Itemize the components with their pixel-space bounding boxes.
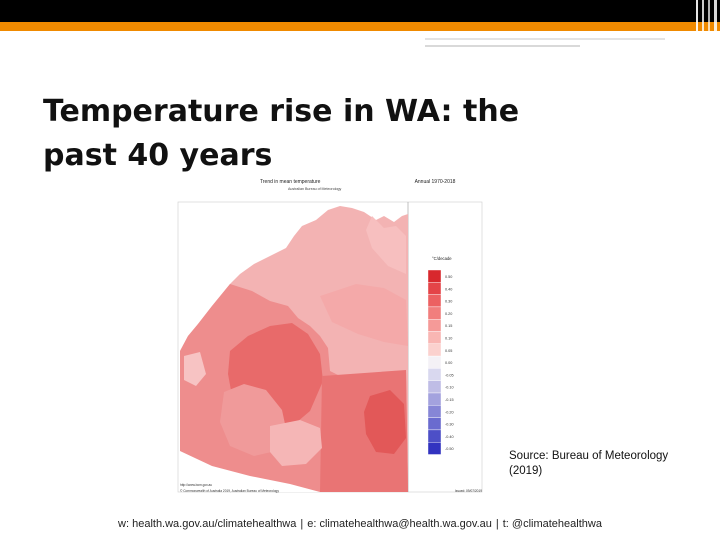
legend-unit: °C/decade	[432, 256, 452, 261]
footer-contact: w: health.wa.gov.au/climatehealthwa | e: c…	[0, 518, 720, 530]
legend-label: -0.05	[445, 373, 454, 377]
map-legend: °C/decade 0.50 0.40 0.30 0.20 0.15 0.10 0.05 0.…	[427, 256, 454, 455]
top-banner-black	[0, 0, 720, 22]
map-period: Annual 1970-2018	[415, 179, 456, 185]
legend-label: 0.05	[445, 349, 452, 353]
legend-swatch	[427, 331, 442, 345]
footer-web: w: health.wa.gov.au/climatehealthwa	[118, 518, 297, 530]
map-footer-copyright: © Commonwealth of Australia 2019, Austra…	[180, 489, 279, 493]
legend-label: 0.10	[445, 336, 452, 340]
legend-swatch	[427, 429, 442, 443]
legend-swatch	[427, 405, 442, 418]
decorative-line	[425, 38, 665, 40]
slide-title-line1: Temperature rise in WA: the	[43, 94, 520, 129]
legend-swatch	[427, 282, 442, 295]
map-heading: Trend in mean temperature	[260, 179, 321, 185]
legend-swatch	[427, 380, 442, 394]
legend-label: 0.20	[445, 312, 452, 316]
slide-title-line2: past 40 years	[43, 138, 273, 173]
decorative-line	[425, 45, 580, 47]
footer-separator: |	[495, 518, 499, 530]
legend-swatch	[427, 392, 442, 406]
slide-title: Temperature rise in WA: the past 40 year…	[43, 90, 643, 178]
legend-label: 0.00	[445, 361, 452, 365]
legend-label: -0.40	[445, 435, 454, 439]
temperature-trend-map: Trend in mean temperature Australian Bur…	[170, 176, 490, 498]
legend-label: -0.15	[445, 398, 454, 402]
legend-swatch	[427, 318, 442, 332]
legend-label: -0.10	[445, 386, 454, 390]
legend-swatch	[427, 368, 442, 381]
legend-label: -0.30	[445, 423, 454, 427]
footer-separator: |	[300, 518, 304, 530]
legend-label: 0.15	[445, 324, 452, 328]
legend-label: 0.40	[445, 287, 452, 291]
legend-label: -0.50	[445, 447, 454, 451]
legend-swatch	[427, 343, 442, 357]
footer-twitter: t: @climatehealthwa	[502, 518, 602, 530]
legend-label: 0.30	[445, 300, 452, 304]
map-agency: Australian Bureau of Meteorology	[288, 187, 342, 191]
legend-label: 0.50	[445, 275, 452, 279]
legend-swatch	[427, 355, 442, 369]
map-footer-url: http://www.bom.gov.au	[180, 483, 212, 487]
wa-region	[180, 206, 408, 492]
legend-swatch	[427, 442, 442, 455]
legend-swatch	[427, 269, 442, 283]
top-banner-orange	[0, 22, 720, 31]
source-note: Source: Bureau of Meteorology (2019)	[509, 450, 669, 477]
decorative-stripes	[696, 0, 717, 50]
legend-swatch	[427, 294, 442, 308]
legend-label: -0.20	[445, 410, 454, 414]
legend-swatch	[427, 306, 442, 320]
footer-email: e: climatehealthwa@health.wa.gov.au	[307, 518, 492, 530]
legend-swatch	[427, 417, 442, 431]
map-footer-issued: Issued: 09/07/2019	[455, 489, 482, 493]
